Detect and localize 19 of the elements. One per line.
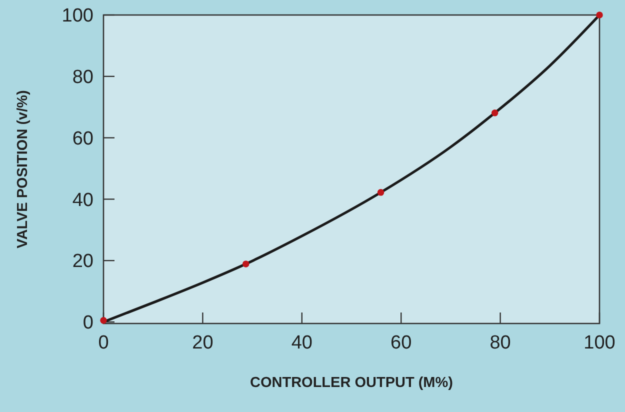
x-tick-label: 100 (584, 332, 616, 354)
point (100, 317, 107, 324)
y-tick-label: 0 (82, 312, 94, 334)
x-tick-label: 40 (291, 332, 312, 354)
point (377, 189, 384, 196)
point (242, 260, 250, 268)
y-tick-label: 40 (72, 190, 94, 211)
y-tick-label: 20 (72, 251, 94, 272)
y-tick-label: 80 (72, 67, 94, 88)
x-tick-label: 0 (98, 332, 109, 354)
x-axis-title: CONTROLLER OUTPUT (M%) (250, 375, 454, 391)
point (596, 12, 603, 18)
x-tick-label: 80 (490, 332, 511, 354)
y-axis-title: VALVE POSITION (v/%) (15, 90, 31, 248)
x-tick-label: 60 (390, 332, 412, 354)
y-tick-label: 60 (72, 128, 94, 150)
point (491, 110, 498, 116)
y-tick-label: 100 (62, 6, 94, 27)
x-tick-label: 20 (192, 332, 214, 354)
